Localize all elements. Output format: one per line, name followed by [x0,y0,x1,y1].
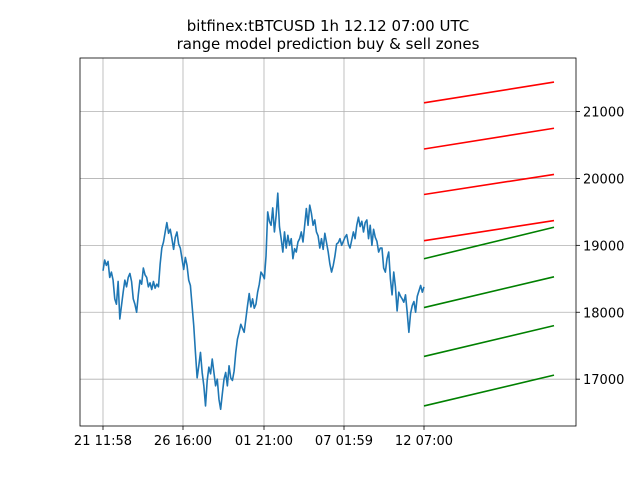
y-tick-label-1: 18000 [583,306,624,321]
series-layer [102,81,555,411]
x-tick-label-2: 01 21:00 [235,434,293,449]
grid-layer [80,58,576,426]
buy-zone-line-3 [423,324,555,358]
sell-zone-line-4 [423,219,555,242]
x-tick-label-1: 26 16:00 [154,434,212,449]
x-tick-label-3: 07 01:59 [315,434,373,449]
plot-frame [79,57,577,427]
price-series-line [102,192,425,411]
x-tick-label-4: 12 07:00 [395,434,453,449]
x-tick-label-0: 21 11:58 [74,434,132,449]
buy-zone-line-2 [423,276,555,309]
y-tick-label-4: 21000 [583,106,624,121]
y-tick-label-2: 19000 [583,239,624,254]
sell-zone-line-3 [423,173,555,196]
y-tick-label-3: 20000 [583,172,624,187]
buy-zone-line-4 [423,374,555,407]
chart-subtitle: range model prediction buy & sell zones [177,35,480,53]
y-tick-label-0: 17000 [583,373,624,388]
buy-zone-line-1 [423,226,555,260]
axis-layer: 21 11:58 26 16:00 01 21:00 07 01:59 12 07:00… [74,57,624,449]
sell-zone-line-2 [423,127,555,150]
chart-title: bitfinex:tBTCUSD 1h 12.12 07:00 UTC [187,17,469,35]
sell-zone-line-1 [423,81,555,104]
